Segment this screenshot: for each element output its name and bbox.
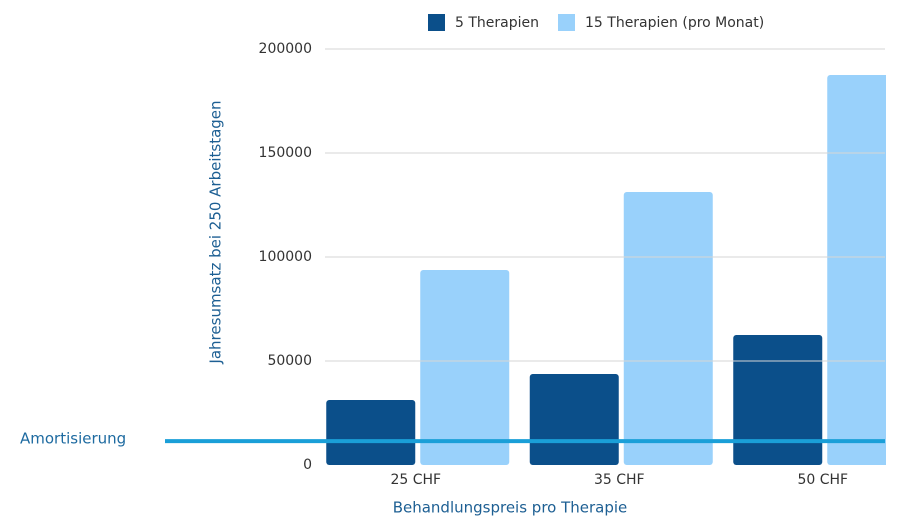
bar xyxy=(623,192,713,465)
x-axis-title: Behandlungspreis pro Therapie xyxy=(393,499,628,517)
bars xyxy=(326,75,886,465)
legend-swatch xyxy=(428,14,445,31)
bar xyxy=(420,270,510,465)
amortization-label: Amortisierung xyxy=(20,430,126,448)
y-tick-label: 150000 xyxy=(259,145,312,161)
x-tick-label: 25 CHF xyxy=(390,472,441,488)
y-tick-label: 200000 xyxy=(259,41,312,57)
legend-label: 15 Therapien (pro Monat) xyxy=(585,15,764,31)
legend-swatch xyxy=(558,14,575,31)
legend-label: 5 Therapien xyxy=(455,15,539,31)
y-tick-label: 0 xyxy=(303,457,312,473)
y-tick-label: 50000 xyxy=(267,353,312,369)
bar xyxy=(529,374,619,465)
x-tick-label: 35 CHF xyxy=(594,472,645,488)
x-tick-label: 50 CHF xyxy=(797,472,848,488)
y-tick-label: 100000 xyxy=(259,249,312,265)
bar xyxy=(827,75,886,465)
bar xyxy=(733,335,823,465)
y-axis-title: Jahresumsatz bei 250 Arbeitstagen xyxy=(207,100,225,364)
bar xyxy=(326,400,416,465)
